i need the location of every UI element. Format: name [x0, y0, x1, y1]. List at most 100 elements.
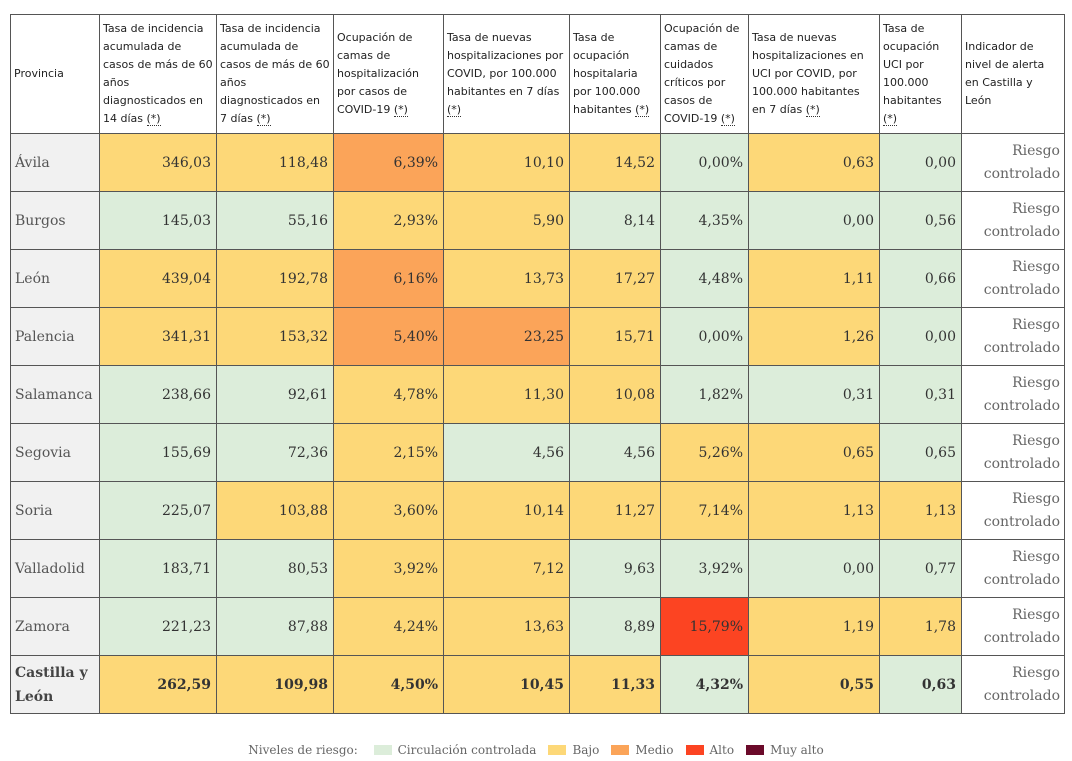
- indicator-cell: 153,32: [216, 307, 334, 366]
- legend-swatch: [746, 744, 765, 755]
- column-header-text: Ocupación de camas de hospitalización po…: [337, 31, 419, 116]
- column-header: Tasa de incidencia acumulada de casos de…: [99, 14, 217, 134]
- legend-label: Alto: [709, 742, 735, 757]
- indicator-cell: 6,16%: [333, 249, 444, 308]
- indicator-cell: 13,63: [443, 597, 570, 656]
- footnote-marker[interactable]: (*): [883, 112, 898, 126]
- column-header-text: Tasa de nuevas hospitalizaciones por COV…: [447, 31, 564, 98]
- indicator-cell: 0,77: [879, 539, 962, 598]
- footnote-marker[interactable]: (*): [393, 103, 408, 117]
- indicator-cell: 0,66: [879, 249, 962, 308]
- footnote-marker[interactable]: (*): [256, 112, 271, 126]
- alert-level-cell: Riesgo controlado: [961, 539, 1065, 598]
- alert-level-cell: Riesgo controlado: [961, 655, 1065, 714]
- province-cell: Palencia: [10, 307, 100, 366]
- legend-swatch: [548, 744, 567, 755]
- province-cell: León: [10, 249, 100, 308]
- column-header-text: Tasa de incidencia acumulada de casos de…: [220, 22, 330, 125]
- table-row: Burgos 145,03 55,16 2,93% 5,90 8,14 4,35% 0,00 0…: [10, 191, 1065, 250]
- indicator-cell: 1,82%: [660, 365, 749, 424]
- column-header: Tasa de ocupación UCI por 100.000 habita…: [879, 14, 962, 134]
- table-header: Provincia Tasa de incidencia acumulada de…: [10, 14, 1065, 134]
- indicator-cell: 0,00%: [660, 307, 749, 366]
- indicator-cell: 0,63: [879, 655, 962, 714]
- legend-swatch: [685, 744, 704, 755]
- indicator-cell: 4,78%: [333, 365, 444, 424]
- indicator-cell: 0,00: [748, 539, 880, 598]
- covid-risk-table: Provincia Tasa de incidencia acumulada de…: [10, 14, 1065, 714]
- legend-label: Bajo: [572, 742, 600, 757]
- indicator-cell: 15,79%: [660, 597, 749, 656]
- province-cell: Soria: [10, 481, 100, 540]
- legend-label: Circulación controlada: [397, 742, 537, 757]
- indicator-cell: 4,32%: [660, 655, 749, 714]
- table-row: Palencia 341,31 153,32 5,40% 23,25 15,71 0,00%…: [10, 307, 1065, 366]
- indicator-cell: 14,52: [569, 133, 661, 192]
- indicator-cell: 341,31: [99, 307, 217, 366]
- indicator-cell: 4,56: [443, 423, 570, 482]
- indicator-cell: 0,65: [879, 423, 962, 482]
- indicator-cell: 346,03: [99, 133, 217, 192]
- indicator-cell: 221,23: [99, 597, 217, 656]
- column-header: Tasa de nuevas hospitalizaciones en UCI …: [748, 14, 880, 134]
- column-header-text: Tasa de incidencia acumulada de casos de…: [103, 22, 213, 125]
- indicator-cell: 10,10: [443, 133, 570, 192]
- header-row: Provincia Tasa de incidencia acumulada de…: [10, 14, 1065, 134]
- indicator-cell: 2,93%: [333, 191, 444, 250]
- column-header-text: Tasa de nuevas hospitalizaciones en UCI …: [752, 31, 864, 116]
- footnote-marker[interactable]: (*): [146, 112, 161, 126]
- alert-level-cell: Riesgo controlado: [961, 249, 1065, 308]
- indicator-cell: 7,14%: [660, 481, 749, 540]
- indicator-cell: 0,63: [748, 133, 880, 192]
- footnote-marker[interactable]: (*): [720, 112, 735, 126]
- province-cell: Segovia: [10, 423, 100, 482]
- indicator-cell: 7,12: [443, 539, 570, 598]
- indicator-cell: 15,71: [569, 307, 661, 366]
- indicator-cell: 0,65: [748, 423, 880, 482]
- indicator-cell: 6,39%: [333, 133, 444, 192]
- indicator-cell: 2,15%: [333, 423, 444, 482]
- indicator-cell: 55,16: [216, 191, 334, 250]
- indicator-cell: 4,35%: [660, 191, 749, 250]
- legend-item: Circulación controlada: [373, 742, 537, 757]
- legend-swatch: [611, 744, 630, 755]
- indicator-cell: 3,92%: [660, 539, 749, 598]
- indicator-cell: 1,78: [879, 597, 962, 656]
- table-row: Soria 225,07 103,88 3,60% 10,14 11,27 7,14% 1,1…: [10, 481, 1065, 540]
- alert-level-cell: Riesgo controlado: [961, 597, 1065, 656]
- indicator-cell: 1,11: [748, 249, 880, 308]
- indicator-cell: 17,27: [569, 249, 661, 308]
- column-header: Tasa de incidencia acumulada de casos de…: [216, 14, 334, 134]
- province-cell: Zamora: [10, 597, 100, 656]
- alert-level-cell: Riesgo controlado: [961, 191, 1065, 250]
- indicator-cell: 92,61: [216, 365, 334, 424]
- alert-level-cell: Riesgo controlado: [961, 307, 1065, 366]
- column-header-text: Provincia: [14, 67, 64, 80]
- indicator-cell: 9,63: [569, 539, 661, 598]
- footnote-marker[interactable]: (*): [447, 103, 462, 117]
- alert-level-cell: Riesgo controlado: [961, 133, 1065, 192]
- indicator-cell: 0,00: [879, 133, 962, 192]
- indicator-cell: 11,33: [569, 655, 661, 714]
- column-header: Provincia: [10, 14, 100, 134]
- indicator-cell: 109,98: [216, 655, 334, 714]
- column-header: Ocupación de camas de hospitalización po…: [333, 14, 444, 134]
- footnote-marker[interactable]: (*): [635, 103, 650, 117]
- legend-item: Bajo: [548, 743, 599, 757]
- indicator-cell: 23,25: [443, 307, 570, 366]
- legend-swatch: [373, 744, 392, 755]
- indicator-cell: 155,69: [99, 423, 217, 482]
- province-cell: Valladolid: [10, 539, 100, 598]
- indicator-cell: 0,56: [879, 191, 962, 250]
- indicator-cell: 1,19: [748, 597, 880, 656]
- column-header-text: Tasa de ocupación hospitalaria por 100.0…: [573, 31, 641, 116]
- indicator-cell: 0,31: [748, 365, 880, 424]
- indicator-cell: 3,92%: [333, 539, 444, 598]
- footnote-marker[interactable]: (*): [805, 103, 820, 117]
- indicator-cell: 118,48: [216, 133, 334, 192]
- column-header: Tasa de ocupación hospitalaria por 100.0…: [569, 14, 661, 134]
- column-header-text: Tasa de ocupación UCI por 100.000 habita…: [883, 22, 942, 107]
- indicator-cell: 238,66: [99, 365, 217, 424]
- table-row: Valladolid 183,71 80,53 3,92% 7,12 9,63 3,92% 0…: [10, 539, 1065, 598]
- indicator-cell: 0,31: [879, 365, 962, 424]
